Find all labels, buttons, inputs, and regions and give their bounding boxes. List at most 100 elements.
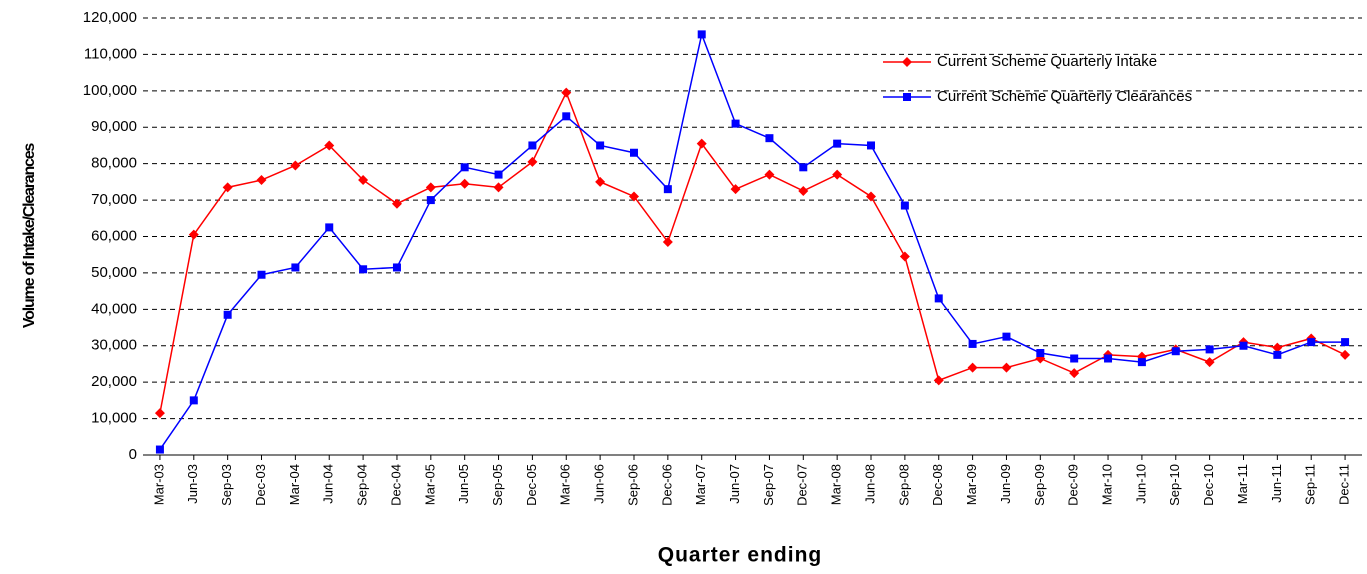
data-point [1171, 347, 1180, 356]
x-tick-label: Sep-05 [490, 464, 505, 506]
x-tick-label: Dec-05 [524, 464, 539, 506]
data-point [325, 223, 334, 232]
x-tick-label: Sep-06 [625, 464, 640, 506]
x-tick-label: Mar-08 [829, 464, 844, 505]
data-point [154, 408, 165, 419]
data-point [291, 263, 300, 272]
data-point [628, 191, 639, 202]
y-tick-label: 110,000 [84, 45, 137, 62]
x-tick-label: Jun-09 [998, 464, 1013, 504]
y-tick-label: 100,000 [83, 82, 137, 99]
y-tick-label: 90,000 [91, 118, 137, 135]
data-point [730, 184, 741, 195]
x-tick-label: Jun-10 [1133, 464, 1148, 504]
data-point [290, 160, 301, 171]
data-point [596, 141, 605, 150]
legend-label: Current Scheme Quarterly Intake [937, 53, 1157, 70]
legend-marker [902, 57, 912, 67]
data-point [391, 198, 402, 209]
data-point [696, 138, 707, 149]
data-point [1070, 354, 1079, 363]
x-tick-label: Jun-07 [727, 464, 742, 504]
data-point [764, 169, 775, 180]
x-tick-label: Sep-03 [219, 464, 234, 506]
data-point [392, 263, 401, 272]
data-point [256, 175, 267, 186]
y-tick-label: 40,000 [91, 300, 137, 317]
x-tick-label: Mar-10 [1099, 464, 1114, 505]
x-tick-label: Sep-04 [355, 464, 370, 506]
data-point [358, 175, 369, 186]
y-tick-label: 80,000 [91, 155, 137, 172]
data-point [359, 265, 368, 274]
data-point [324, 140, 335, 151]
x-tick-label: Jun-03 [185, 464, 200, 504]
x-tick-label: Jun-08 [862, 464, 877, 504]
x-tick-label: Mar-09 [964, 464, 979, 505]
data-point [933, 375, 944, 386]
data-point [527, 156, 538, 167]
y-tick-label: 30,000 [91, 337, 137, 354]
data-point [899, 251, 910, 262]
legend-label: Current Scheme Quarterly Clearances [937, 88, 1192, 105]
series-line [159, 90, 1346, 414]
x-tick-label: Dec-11 [1337, 464, 1352, 505]
data-point [799, 163, 808, 172]
data-point [1272, 342, 1283, 353]
data-point [1069, 368, 1080, 379]
series-line [159, 31, 1346, 450]
data-point [1002, 332, 1011, 341]
data-point [1137, 358, 1146, 367]
x-tick-label: Mar-06 [558, 464, 573, 505]
x-tick-label: Mar-05 [422, 464, 437, 505]
x-tick-label: Dec-09 [1066, 464, 1081, 506]
data-point [967, 362, 978, 373]
data-point [934, 294, 943, 303]
x-axis-label: Quarter ending [658, 544, 823, 567]
data-point [425, 182, 436, 193]
x-tick-label: Sep-09 [1032, 464, 1047, 506]
data-point [663, 185, 672, 194]
data-point [1104, 354, 1113, 363]
data-point [222, 182, 233, 193]
data-point [426, 196, 435, 205]
x-tick-label: Mar-07 [693, 464, 708, 505]
y-axis-label: Volume of Intake/Clearances [21, 143, 38, 329]
y-tick-label: 20,000 [91, 373, 137, 390]
x-tick-label: Dec-04 [388, 464, 403, 506]
data-point [188, 229, 199, 240]
y-tick-label: 70,000 [91, 191, 137, 208]
y-tick-label: 120,000 [83, 9, 137, 26]
data-point [662, 236, 673, 247]
x-tick-label: Dec-10 [1201, 464, 1216, 506]
x-tick-label: Jun-04 [321, 464, 336, 504]
data-point [1239, 341, 1248, 350]
x-tick-label: Dec-08 [930, 464, 945, 506]
data-point [561, 87, 572, 98]
x-tick-label: Sep-10 [1167, 464, 1182, 506]
data-point [900, 201, 909, 210]
x-tick-label: Dec-03 [253, 464, 268, 506]
x-tick-label: Jun-11 [1269, 464, 1284, 503]
x-tick-label: Mar-03 [151, 464, 166, 505]
data-point [223, 310, 232, 319]
x-tick-label: Sep-11 [1303, 464, 1318, 505]
data-point [562, 112, 571, 121]
data-point [257, 270, 266, 279]
data-point [493, 182, 504, 193]
x-tick-label: Dec-07 [795, 464, 810, 506]
data-point [1307, 338, 1316, 347]
data-point [1273, 350, 1282, 359]
data-point [765, 134, 774, 143]
x-tick-label: Jun-05 [456, 464, 471, 504]
data-point [833, 139, 842, 148]
legend-marker [903, 93, 911, 101]
data-point [1204, 357, 1215, 368]
data-point [1205, 345, 1214, 354]
x-tick-label: Mar-04 [287, 464, 302, 505]
data-point [1001, 362, 1012, 373]
data-point [189, 396, 198, 405]
data-point [867, 141, 876, 150]
x-tick-label: Mar-11 [1235, 464, 1250, 504]
